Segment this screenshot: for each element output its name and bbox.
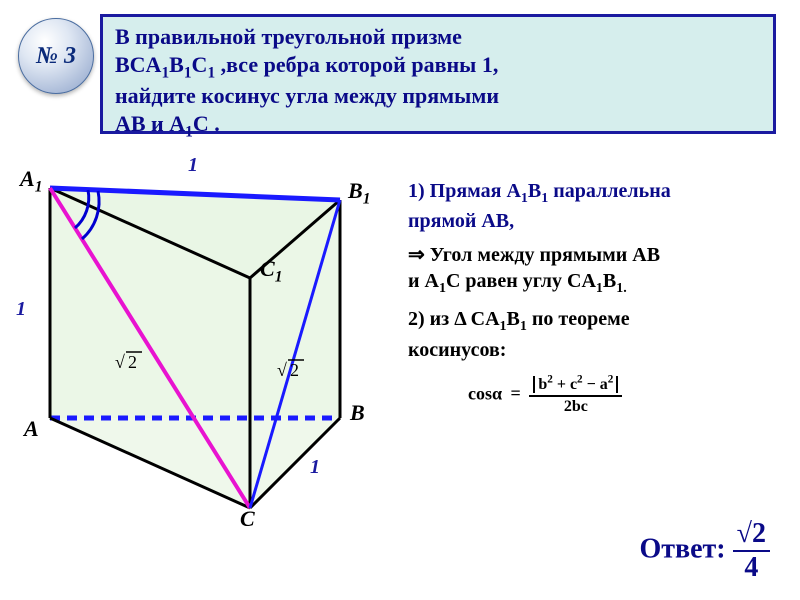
- edge-label-bc: 1: [310, 456, 320, 479]
- problem-line-4: AB и A1C .: [115, 110, 761, 142]
- label-a: A: [24, 416, 39, 442]
- edge-label-left: 1: [16, 298, 26, 321]
- label-c1: C1: [260, 256, 282, 286]
- sqrt2-b1c-radical: √: [277, 360, 287, 380]
- label-b1: B1: [348, 178, 370, 208]
- label-b: B: [350, 400, 365, 426]
- answer-label: Ответ:: [639, 533, 725, 564]
- label-c: C: [240, 506, 255, 532]
- sqrt2-a1c-radical: √: [115, 352, 125, 372]
- sqrt2-a1c-val: 2: [128, 352, 137, 372]
- answer-fraction: √2 4: [733, 520, 770, 582]
- problem-line-3: найдите косинус угла между прямыми: [115, 82, 761, 110]
- edge-label-top: 1: [188, 154, 198, 177]
- problem-number-badge: № 3: [18, 18, 94, 94]
- prism-diagram: √ 2 √ 2 A1 B1 C1 A B C 1 1 1: [10, 148, 400, 528]
- step-2: 2) из Δ CA1B1 по теореме косинусов:: [408, 306, 788, 362]
- step-1b: ⇒ Угол между прямыми AB и A1C равен углу…: [408, 242, 788, 298]
- formula-fraction: b2 + c2 − a2 2bc: [529, 375, 622, 415]
- cosine-formula: cosα = b2 + c2 − a2 2bc: [408, 375, 788, 415]
- problem-statement-box: В правильной треугольной призме BCA1B1C1…: [100, 14, 776, 134]
- step-1: 1) Прямая A1B1 параллельна прямой AB,: [408, 178, 788, 234]
- solution-steps: 1) Прямая A1B1 параллельна прямой AB, ⇒ …: [408, 178, 788, 415]
- sqrt2-b1c-val: 2: [290, 360, 299, 380]
- problem-line-2: BCA1B1C1 ,все ребра которой равны 1,: [115, 51, 761, 83]
- prism-svg: √ 2 √ 2: [10, 148, 400, 528]
- badge-label: № 3: [36, 43, 76, 70]
- label-a1: A1: [20, 166, 42, 196]
- problem-line-1: В правильной треугольной призме: [115, 23, 761, 51]
- answer: Ответ: √2 4: [639, 520, 770, 582]
